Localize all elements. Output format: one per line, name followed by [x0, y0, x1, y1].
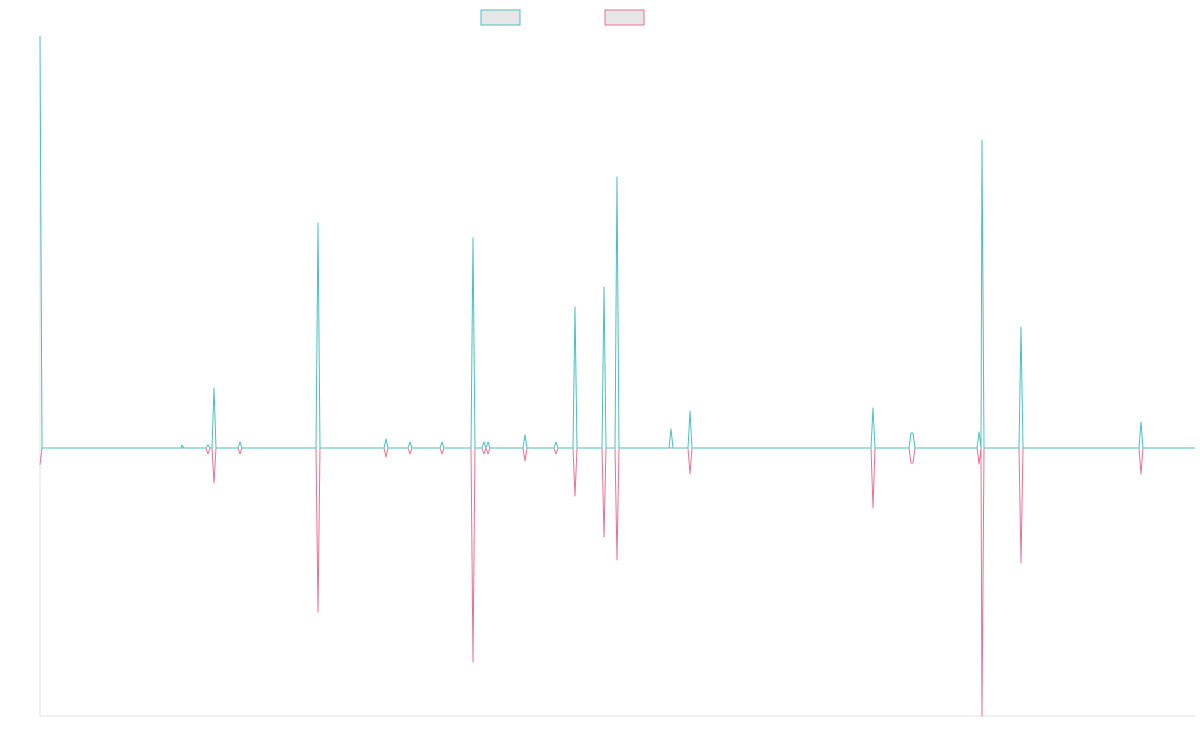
legend-swatch-1[interactable] [480, 9, 521, 26]
series-line-2 [39, 447, 1195, 717]
legend [480, 9, 645, 26]
plot-area [39, 35, 1195, 717]
series-line-1 [39, 35, 1195, 449]
legend-swatch-2[interactable] [604, 9, 645, 26]
